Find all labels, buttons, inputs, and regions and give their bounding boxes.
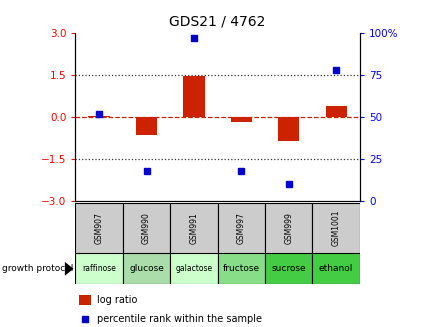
- Text: log ratio: log ratio: [96, 295, 137, 305]
- Text: raffinose: raffinose: [82, 265, 116, 273]
- Bar: [277, 117, 299, 141]
- Bar: [230, 117, 252, 122]
- Text: ethanol: ethanol: [318, 265, 353, 273]
- Bar: [170, 253, 217, 284]
- Text: GSM1001: GSM1001: [331, 210, 340, 246]
- Polygon shape: [64, 262, 73, 276]
- Bar: [123, 203, 170, 253]
- Bar: [217, 253, 264, 284]
- Bar: [123, 253, 170, 284]
- Text: growth protocol: growth protocol: [2, 264, 74, 273]
- Text: GSM907: GSM907: [95, 212, 103, 244]
- Bar: [75, 203, 123, 253]
- Bar: [217, 203, 264, 253]
- Bar: [325, 106, 346, 117]
- Bar: [170, 203, 217, 253]
- Bar: [75, 253, 123, 284]
- Bar: [264, 203, 312, 253]
- Text: GDS21 / 4762: GDS21 / 4762: [169, 15, 265, 29]
- Text: GSM997: GSM997: [237, 212, 245, 244]
- Text: sucrose: sucrose: [271, 265, 305, 273]
- Text: GSM991: GSM991: [189, 212, 198, 244]
- Bar: [135, 117, 157, 135]
- Bar: [183, 76, 204, 117]
- Bar: [312, 203, 359, 253]
- Text: GSM999: GSM999: [284, 212, 292, 244]
- Bar: [79, 295, 91, 305]
- Text: GSM990: GSM990: [142, 212, 150, 244]
- Text: glucose: glucose: [129, 265, 163, 273]
- Text: percentile rank within the sample: percentile rank within the sample: [96, 314, 261, 324]
- Bar: [312, 253, 359, 284]
- Bar: [88, 116, 110, 117]
- Text: galactose: galactose: [175, 265, 212, 273]
- Bar: [264, 253, 312, 284]
- Text: fructose: fructose: [222, 265, 259, 273]
